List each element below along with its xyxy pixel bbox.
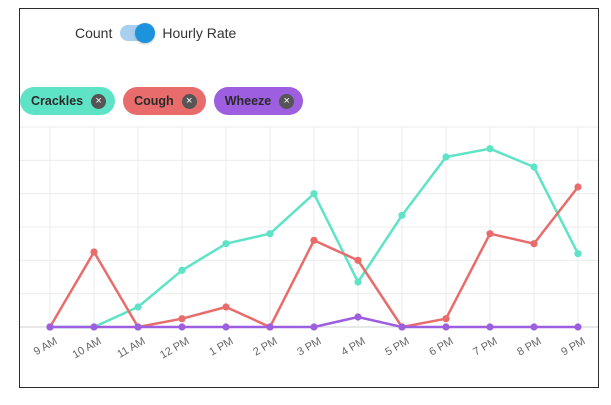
data-point (398, 211, 406, 219)
data-point (310, 190, 318, 198)
data-point (134, 303, 142, 311)
data-point (222, 303, 230, 311)
data-point (310, 236, 318, 244)
toggle-switch[interactable] (120, 23, 156, 43)
close-icon[interactable]: × (91, 93, 107, 109)
data-point (574, 323, 582, 331)
data-point (310, 323, 318, 331)
data-point (530, 323, 538, 331)
chart-card: Count Hourly Rate Crackles × Cough × Whe… (19, 8, 599, 388)
chip-wheeze[interactable]: Wheeze × (213, 87, 304, 115)
data-point (266, 230, 274, 238)
close-icon[interactable]: × (181, 93, 197, 109)
data-point (486, 230, 494, 238)
data-point (266, 323, 274, 331)
data-point (442, 315, 450, 323)
data-point (574, 183, 582, 191)
toggle-right-label[interactable]: Hourly Rate (162, 25, 237, 41)
x-tick-label: 6 PM (427, 335, 455, 358)
data-point (90, 248, 98, 256)
data-point (178, 315, 186, 323)
data-point (354, 313, 362, 321)
chip-label: Cough (134, 94, 174, 108)
data-point (354, 256, 362, 264)
close-icon[interactable]: × (279, 93, 295, 109)
x-tick-label: 4 PM (339, 335, 367, 358)
toggle-knob[interactable] (135, 23, 156, 43)
x-tick-label: 9 AM (32, 335, 60, 358)
data-point (354, 278, 362, 286)
data-point (486, 145, 494, 153)
chip-label: Wheeze (224, 94, 272, 108)
x-tick-label: 3 PM (295, 335, 323, 358)
x-tick-label: 12 PM (158, 335, 192, 361)
data-point (222, 323, 230, 331)
x-tick-label: 1 PM (207, 335, 235, 358)
data-point (442, 323, 450, 331)
chip-cough[interactable]: Cough × (123, 87, 206, 115)
x-tick-label: 9 PM (559, 335, 587, 358)
line-chart: 9 AM 10 AM 11 AM 12 PM 1 PM 2 PM 3 PM 4 PM 5 PM 6… (20, 126, 598, 361)
chip-crackles[interactable]: Crackles × (20, 87, 116, 115)
data-point (486, 323, 494, 331)
x-tick-label: 5 PM (383, 335, 411, 358)
x-tick-label: 11 AM (115, 335, 147, 361)
data-point (530, 240, 538, 248)
x-tick-label: 10 AM (70, 335, 103, 361)
data-point (90, 323, 98, 331)
data-point (530, 163, 538, 171)
data-point (398, 323, 406, 331)
x-tick-label: 7 PM (471, 335, 499, 358)
data-point (222, 240, 230, 248)
data-point (134, 323, 142, 331)
chip-label: Crackles (31, 94, 84, 108)
data-point (442, 153, 450, 161)
x-tick-label: 2 PM (251, 335, 279, 358)
filter-chips: Crackles × Cough × Wheeze × (20, 87, 304, 115)
data-point (46, 323, 54, 331)
toggle-left-label[interactable]: Count (75, 25, 113, 41)
data-point (178, 323, 186, 331)
data-point (574, 250, 582, 258)
x-tick-label: 8 PM (515, 335, 543, 358)
count-rate-toggle: Count Hourly Rate (75, 22, 236, 44)
data-point (178, 266, 186, 274)
